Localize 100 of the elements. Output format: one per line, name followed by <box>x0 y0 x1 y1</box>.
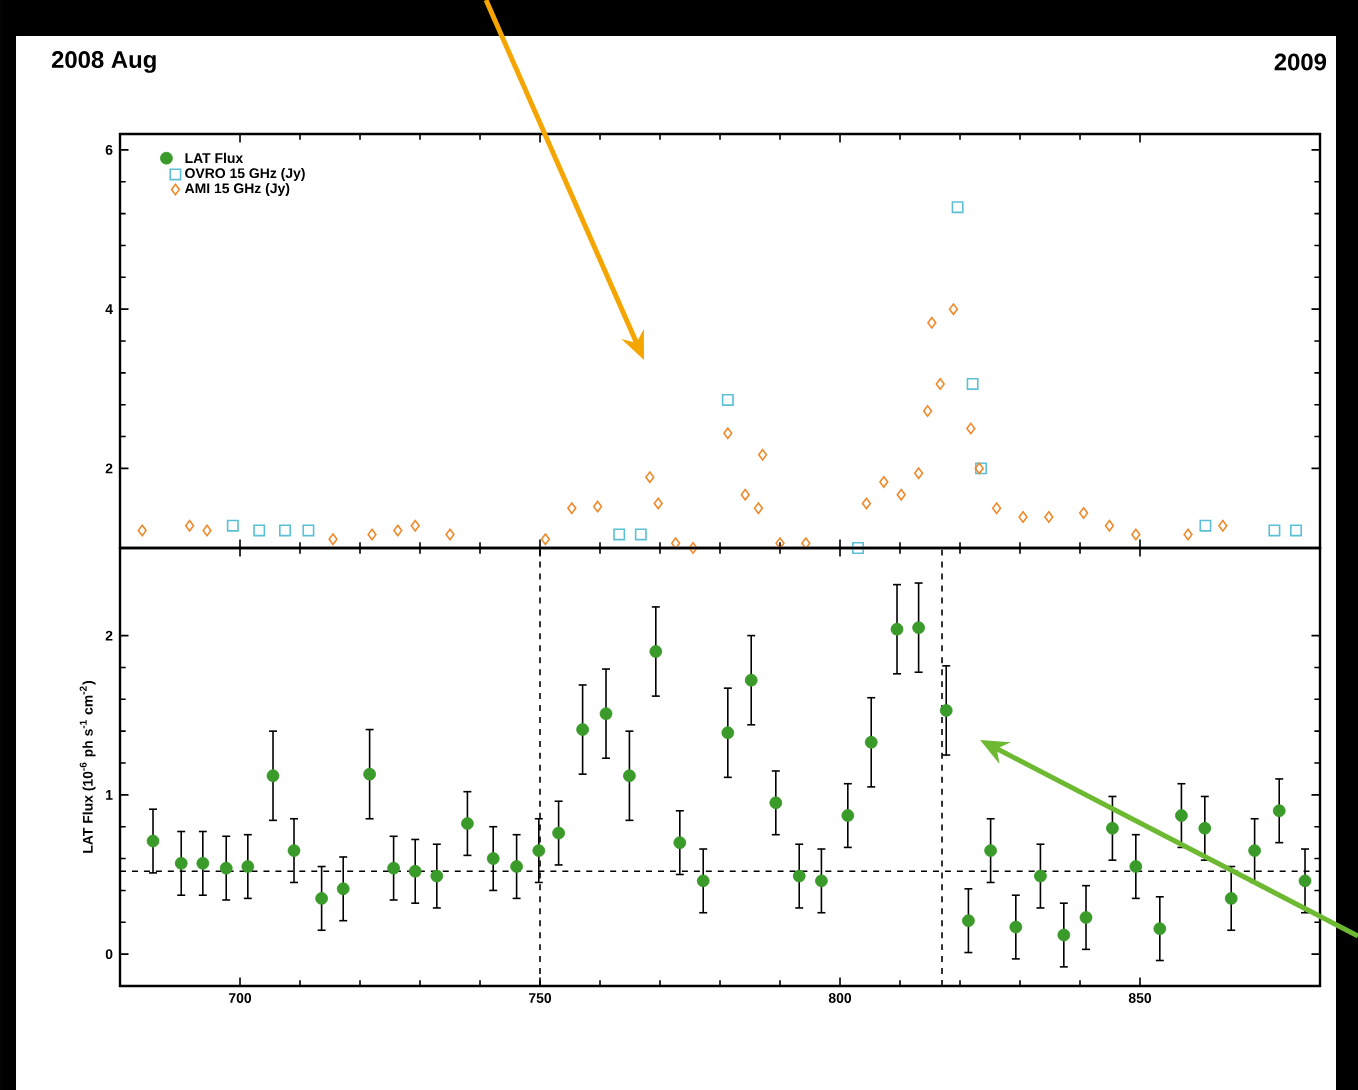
point <box>328 533 338 546</box>
point <box>815 874 828 888</box>
point <box>486 852 500 865</box>
point <box>613 528 626 541</box>
point <box>266 769 280 783</box>
point <box>852 542 864 554</box>
point <box>461 817 474 830</box>
point <box>670 537 681 550</box>
point <box>1044 510 1054 523</box>
point <box>410 519 420 532</box>
point <box>1009 920 1023 934</box>
point <box>1034 869 1047 883</box>
point <box>336 882 350 896</box>
point <box>1290 524 1302 537</box>
point <box>688 542 698 554</box>
point <box>219 861 233 875</box>
point <box>430 869 444 883</box>
point <box>721 726 735 740</box>
point <box>939 704 953 717</box>
point <box>146 834 160 848</box>
point <box>510 860 523 873</box>
point <box>1106 821 1119 835</box>
point <box>253 524 266 537</box>
point <box>552 826 565 840</box>
point <box>576 723 589 736</box>
point <box>991 502 1002 515</box>
point <box>801 537 811 550</box>
point <box>841 809 855 822</box>
point <box>1104 519 1115 532</box>
point <box>1175 809 1188 822</box>
point <box>890 622 904 636</box>
point <box>540 533 551 546</box>
point <box>1198 821 1212 835</box>
point <box>1224 892 1238 905</box>
point <box>592 500 603 513</box>
point <box>896 488 906 501</box>
point <box>696 874 710 888</box>
point <box>279 524 291 537</box>
point <box>966 378 979 390</box>
point <box>721 393 734 406</box>
point <box>753 502 764 515</box>
point <box>387 861 400 875</box>
point <box>948 303 959 316</box>
point <box>912 621 925 634</box>
point <box>634 528 647 541</box>
point <box>1248 844 1261 857</box>
point <box>315 892 328 905</box>
point <box>174 856 188 870</box>
point <box>1131 528 1141 541</box>
point <box>1183 528 1193 541</box>
point <box>649 645 663 658</box>
point <box>196 856 210 870</box>
point <box>913 467 924 480</box>
point <box>184 519 195 532</box>
point <box>1272 804 1286 818</box>
point <box>363 767 376 781</box>
point <box>792 869 806 883</box>
point <box>927 316 937 329</box>
point <box>740 488 750 501</box>
point <box>1079 911 1093 924</box>
point <box>1268 524 1281 537</box>
point <box>408 864 422 878</box>
point <box>1199 519 1212 532</box>
text: 2009 <box>1274 53 1327 71</box>
point <box>567 502 577 515</box>
point <box>137 524 147 537</box>
point <box>393 524 403 537</box>
point <box>1129 860 1143 873</box>
point <box>673 836 687 850</box>
point <box>962 914 975 928</box>
point <box>241 860 255 873</box>
chart-title: 2008 Aug <box>51 51 156 73</box>
point <box>744 673 758 687</box>
point <box>723 427 733 440</box>
point <box>757 448 768 461</box>
point <box>951 201 964 214</box>
point <box>1153 922 1167 936</box>
point <box>935 378 945 390</box>
point <box>226 519 239 532</box>
point <box>1298 874 1312 888</box>
point <box>287 844 301 857</box>
point <box>1078 506 1089 519</box>
point <box>599 707 613 721</box>
point <box>769 796 783 810</box>
point <box>623 769 636 783</box>
point <box>861 497 872 510</box>
point <box>1018 510 1028 523</box>
point <box>445 528 455 541</box>
point <box>532 844 546 857</box>
point <box>1057 928 1071 942</box>
point <box>922 405 933 418</box>
point <box>879 475 889 488</box>
point <box>1218 519 1228 532</box>
point <box>202 524 212 537</box>
point <box>653 497 663 510</box>
point <box>984 844 997 857</box>
point <box>367 528 377 541</box>
point <box>864 735 878 749</box>
point <box>302 524 315 537</box>
point <box>645 471 655 484</box>
